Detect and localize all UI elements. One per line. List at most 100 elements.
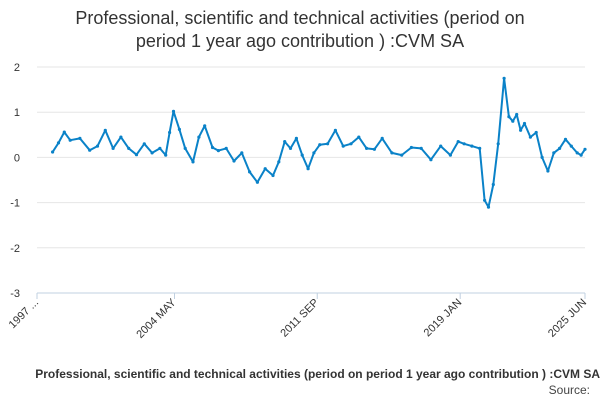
data-point[interactable]: [312, 151, 316, 155]
data-point[interactable]: [78, 136, 82, 140]
data-point[interactable]: [333, 128, 337, 132]
data-point[interactable]: [68, 138, 72, 142]
data-point[interactable]: [51, 150, 55, 154]
data-point[interactable]: [486, 205, 491, 209]
data-point[interactable]: [380, 136, 384, 140]
data-point[interactable]: [419, 146, 423, 150]
data-point[interactable]: [150, 151, 154, 155]
data-point[interactable]: [164, 153, 168, 157]
data-point[interactable]: [158, 146, 162, 150]
data-point[interactable]: [216, 149, 220, 153]
data-point[interactable]: [171, 109, 176, 113]
data-point[interactable]: [552, 151, 556, 155]
x-axis: 1997 ... 2004 MAY 2011 SEP 2019 JAN 2025 JUN: [7, 292, 589, 341]
data-point[interactable]: [534, 130, 538, 135]
data-point[interactable]: [103, 128, 107, 132]
data-point[interactable]: [456, 140, 460, 144]
data-point[interactable]: [583, 147, 587, 151]
data-point[interactable]: [439, 144, 443, 148]
data-point[interactable]: [224, 146, 228, 150]
y-tick-label: 0: [14, 152, 20, 164]
data-point[interactable]: [558, 146, 562, 150]
data-point[interactable]: [95, 144, 100, 148]
data-point[interactable]: [177, 127, 181, 131]
data-point[interactable]: [496, 142, 500, 146]
data-point[interactable]: [372, 147, 376, 151]
series-line: [51, 77, 586, 209]
data-point[interactable]: [240, 151, 244, 155]
data-point[interactable]: [507, 115, 511, 119]
chart-title-line-2: period 1 year ago contribution ) :CVM SA: [136, 31, 464, 51]
data-point[interactable]: [210, 145, 215, 150]
data-point[interactable]: [203, 124, 207, 128]
x-tick-label: 2019 JAN: [422, 297, 465, 340]
data-point[interactable]: [511, 119, 515, 123]
data-point[interactable]: [569, 144, 573, 148]
data-point[interactable]: [400, 153, 404, 157]
data-point[interactable]: [300, 153, 304, 157]
x-tick-label: 2025 JUN: [546, 297, 589, 340]
x-tick-label: 2011 SEP: [278, 297, 321, 340]
data-point[interactable]: [448, 153, 452, 157]
data-point[interactable]: [191, 160, 195, 164]
chart-title-line-1: Professional, scientific and technical a…: [75, 8, 524, 28]
data-point[interactable]: [248, 170, 252, 174]
data-point[interactable]: [255, 180, 259, 184]
data-point[interactable]: [563, 137, 568, 141]
data-point[interactable]: [306, 167, 310, 171]
data-point[interactable]: [271, 173, 275, 178]
data-point[interactable]: [134, 153, 139, 157]
data-point[interactable]: [232, 159, 236, 163]
data-point[interactable]: [341, 144, 345, 148]
data-point[interactable]: [357, 135, 361, 139]
legend: Professional, scientific and technical a…: [35, 367, 600, 381]
data-point[interactable]: [326, 142, 330, 146]
data-point[interactable]: [483, 198, 487, 202]
data-point[interactable]: [502, 76, 506, 80]
y-tick-label: 1: [14, 107, 20, 119]
data-point[interactable]: [263, 167, 267, 171]
y-tick-label: -3: [10, 288, 20, 300]
data-point[interactable]: [127, 146, 131, 150]
data-point[interactable]: [294, 136, 298, 140]
data-point[interactable]: [540, 155, 544, 159]
chart-title: Professional, scientific and technical a…: [75, 8, 524, 51]
x-tick-label: 2004 MAY: [134, 296, 179, 341]
data-point[interactable]: [515, 112, 519, 117]
data-point[interactable]: [546, 169, 550, 173]
legend-label: Professional, scientific and technical a…: [35, 367, 600, 381]
y-tick-label: -2: [10, 243, 20, 255]
data-point[interactable]: [491, 182, 495, 187]
source-label: Source:: [549, 383, 590, 397]
data-point[interactable]: [575, 151, 579, 155]
data-point[interactable]: [88, 148, 92, 152]
data-point[interactable]: [283, 140, 287, 144]
data-point[interactable]: [142, 142, 146, 146]
data-point[interactable]: [168, 130, 172, 135]
data-point[interactable]: [56, 141, 61, 145]
data-point[interactable]: [478, 146, 482, 150]
data-point[interactable]: [277, 160, 281, 164]
data-point[interactable]: [288, 146, 293, 150]
data-point[interactable]: [519, 128, 523, 132]
x-tick-label: 1997 ...: [7, 297, 41, 331]
y-tick-label: 2: [14, 62, 20, 74]
data-point[interactable]: [119, 135, 123, 139]
data-point[interactable]: [462, 142, 466, 146]
data-point[interactable]: [365, 146, 369, 150]
data-point[interactable]: [62, 130, 66, 134]
data-point[interactable]: [409, 145, 413, 150]
data-point[interactable]: [522, 121, 527, 126]
data-point[interactable]: [183, 146, 187, 150]
data-point[interactable]: [349, 142, 353, 146]
data-point[interactable]: [470, 144, 474, 148]
data-point[interactable]: [111, 146, 115, 150]
data-point[interactable]: [429, 158, 433, 162]
data-point[interactable]: [579, 153, 583, 157]
series-layer: [51, 76, 587, 209]
data-point[interactable]: [390, 151, 394, 155]
data-point[interactable]: [528, 135, 533, 139]
data-point[interactable]: [197, 135, 201, 139]
data-point[interactable]: [318, 143, 322, 147]
